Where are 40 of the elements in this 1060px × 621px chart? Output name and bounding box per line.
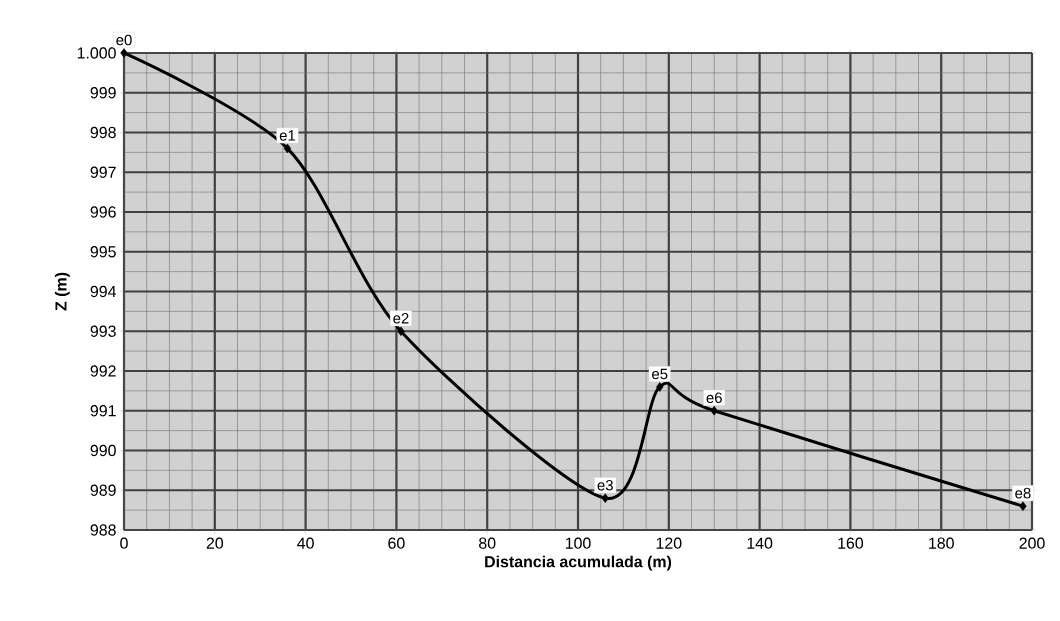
x-axis-title: Distancia acumulada (m) xyxy=(485,555,672,571)
y-tick-label: 989 xyxy=(90,484,116,496)
y-tick-label: 990 xyxy=(90,444,116,457)
point xyxy=(397,326,405,336)
x-tick-label: 20 xyxy=(206,537,224,549)
y-tick-label: 995 xyxy=(90,246,116,258)
point xyxy=(1019,501,1027,511)
annotation: e2 xyxy=(393,312,409,324)
annotation: e5 xyxy=(652,368,668,380)
point xyxy=(601,493,609,503)
y-tick-label: 992 xyxy=(90,365,116,377)
x-tick-label: 80 xyxy=(479,537,496,549)
y-tick-label: 994 xyxy=(90,285,117,298)
y-tick-label: 996 xyxy=(90,206,116,218)
y-tick-label: 991 xyxy=(90,405,116,417)
y-axis-title: Z (m) xyxy=(54,272,70,311)
x-tick-label: 180 xyxy=(929,537,954,549)
x-tick-label: 160 xyxy=(838,537,864,549)
point xyxy=(120,48,128,58)
y-tick-label: 988 xyxy=(90,524,116,536)
annotation: e6 xyxy=(706,392,722,404)
x-tick-label: 0 xyxy=(120,537,128,549)
annotation: e1 xyxy=(279,130,296,141)
x-tick-label: 140 xyxy=(747,537,773,549)
x-tick-label: 120 xyxy=(656,537,682,549)
x-tick-label: 60 xyxy=(388,537,405,549)
x-tick-label: 40 xyxy=(297,537,314,549)
annotation: e3 xyxy=(597,479,613,491)
annotation: e0 xyxy=(116,34,132,46)
x-tick-label: 200 xyxy=(1019,537,1045,549)
point xyxy=(283,143,292,154)
y-tick-label: 998 xyxy=(90,126,116,139)
y-tick-label: 999 xyxy=(90,87,116,99)
y-tick-label: 997 xyxy=(90,166,116,178)
x-tick-label: 100 xyxy=(565,537,591,549)
point xyxy=(656,382,664,392)
annotation: e8 xyxy=(1015,487,1031,499)
y-tick-label: 1.000 xyxy=(77,47,116,59)
y-tick-label: 993 xyxy=(90,325,116,337)
point xyxy=(710,405,718,416)
